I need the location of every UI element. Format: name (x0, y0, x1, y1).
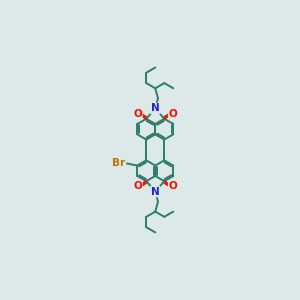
Text: O: O (133, 109, 142, 118)
Text: N: N (151, 103, 160, 113)
Text: O: O (169, 109, 178, 118)
Text: Br: Br (112, 158, 125, 169)
Text: O: O (133, 181, 142, 191)
Text: N: N (151, 187, 160, 196)
Text: O: O (169, 181, 178, 191)
